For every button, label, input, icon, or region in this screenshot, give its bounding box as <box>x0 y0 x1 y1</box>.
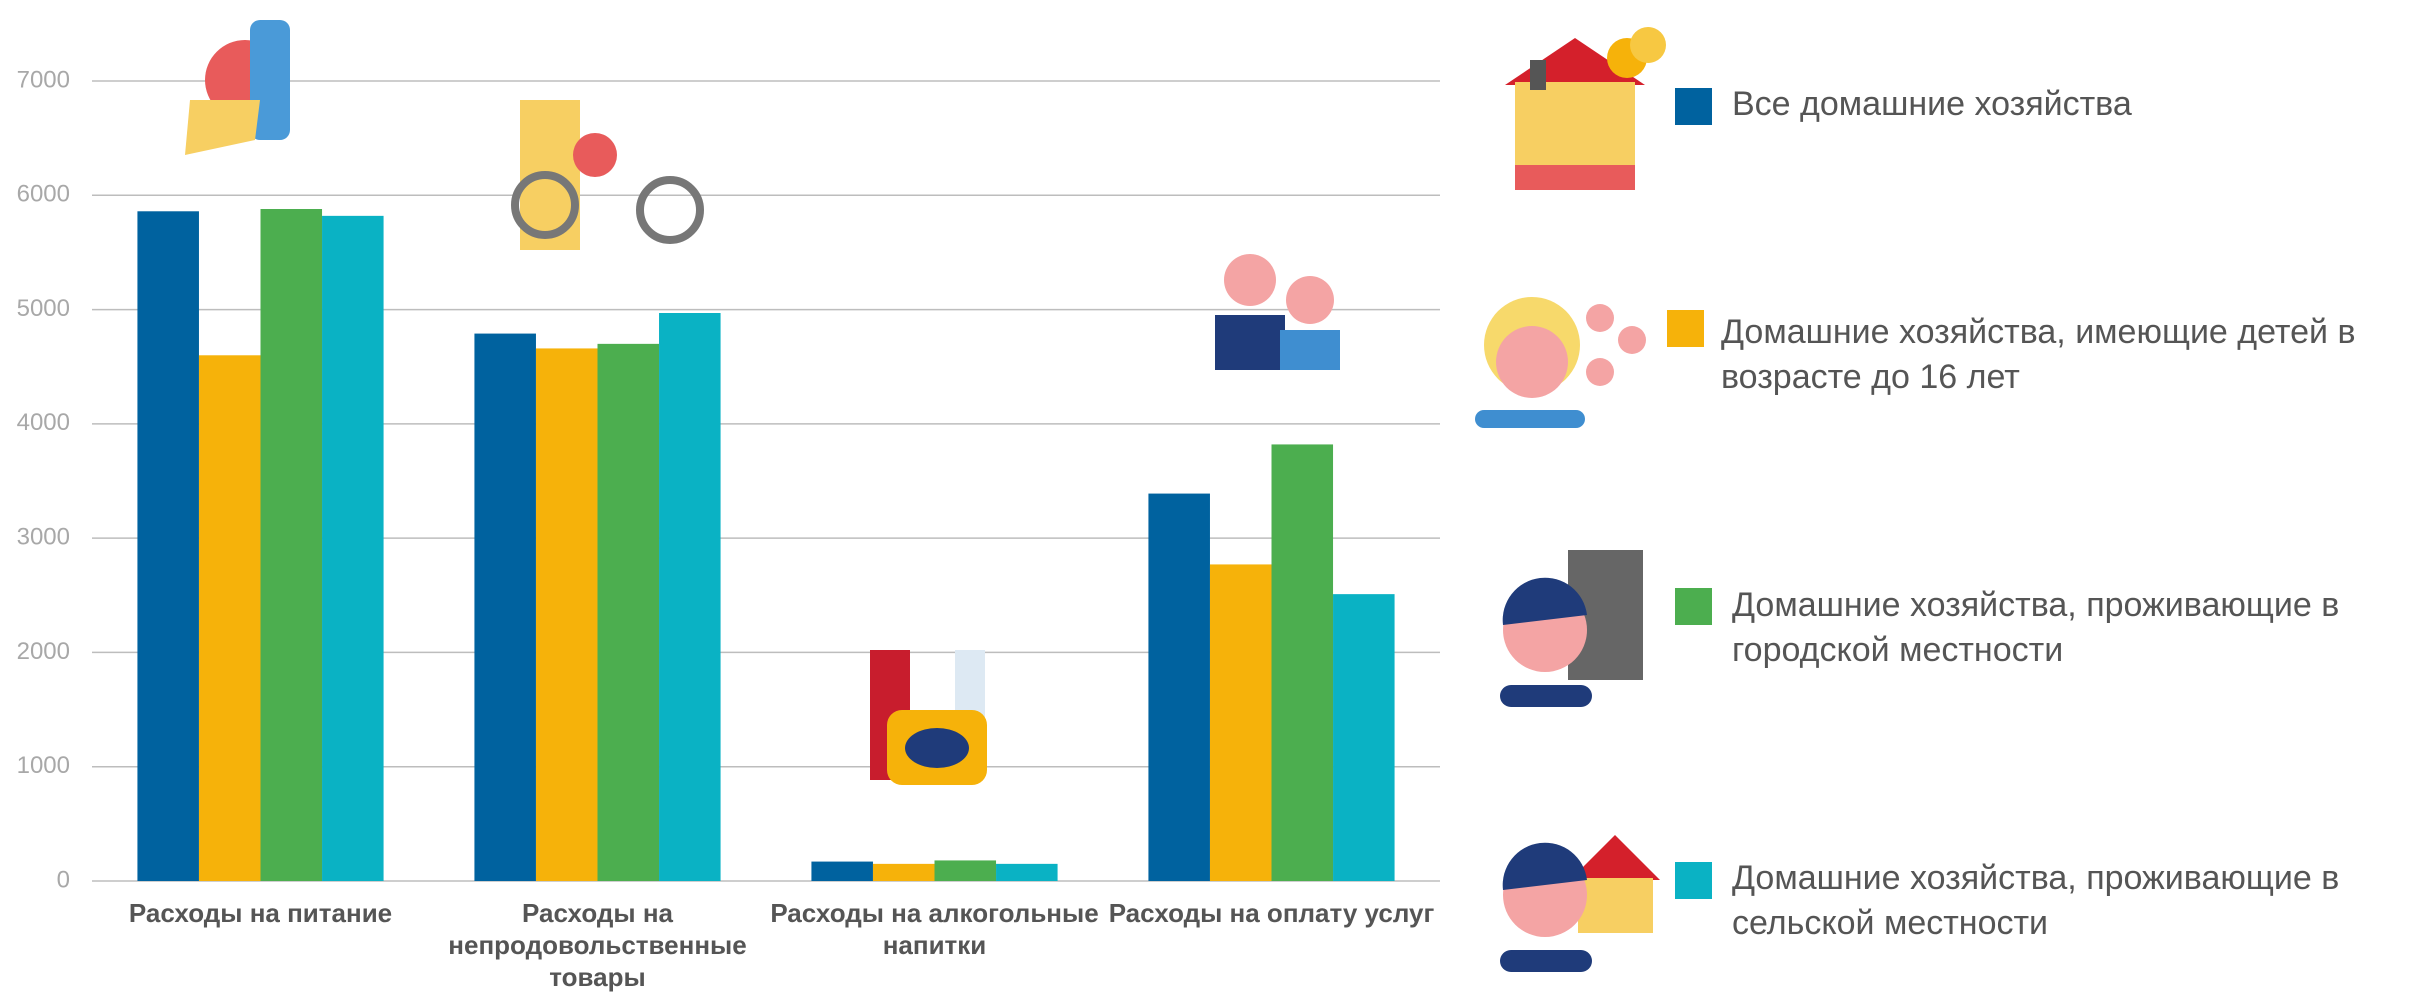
bar <box>1333 594 1395 881</box>
bar <box>659 313 721 881</box>
legend-label: Домашние хозяйства, проживающие в городс… <box>1732 583 2397 673</box>
bar <box>1210 564 1272 881</box>
bar <box>811 862 873 881</box>
legend-swatch <box>1675 862 1712 899</box>
legend-label: Домашние хозяйства, имеющие детей в возр… <box>1721 310 2386 400</box>
legend-label: Домашние хозяйства, проживающие в сельск… <box>1732 856 2397 946</box>
bar <box>935 860 997 881</box>
x-tick-label: Расходы на непродовольственные товары <box>433 897 763 993</box>
legend-label: Все домашние хозяйства <box>1732 82 2397 127</box>
bar <box>137 211 199 881</box>
bar <box>1272 444 1334 881</box>
y-tick-label: 6000 <box>17 181 70 208</box>
bar <box>536 348 598 881</box>
bar <box>1148 494 1210 881</box>
legend-swatch <box>1667 310 1704 347</box>
bar <box>996 864 1058 881</box>
bar <box>199 355 261 881</box>
y-tick-label: 1000 <box>17 752 70 779</box>
legend-swatch <box>1675 88 1712 125</box>
bar <box>873 864 935 881</box>
x-tick-label: Расходы на алкогольные напитки <box>770 897 1100 961</box>
bar <box>261 209 323 881</box>
chart: 0 1000 2000 3000 4000 5000 6000 7000 <box>0 0 2410 993</box>
bar <box>474 334 536 881</box>
y-tick-label: 5000 <box>17 295 70 322</box>
y-tick-label: 7000 <box>17 66 70 93</box>
bar <box>598 344 660 881</box>
y-tick-label: 4000 <box>17 409 70 436</box>
legend-swatch <box>1675 588 1712 625</box>
page: 0 1000 2000 3000 4000 5000 6000 7000 Все домашн… <box>0 0 2410 993</box>
y-tick-label: 0 <box>57 866 70 893</box>
y-tick-label: 2000 <box>17 638 70 665</box>
x-tick-label: Расходы на оплату услуг <box>1107 897 1437 929</box>
bar <box>322 216 384 881</box>
x-tick-label: Расходы на питание <box>96 897 426 929</box>
icons <box>185 20 1666 972</box>
y-tick-label: 3000 <box>17 523 70 550</box>
